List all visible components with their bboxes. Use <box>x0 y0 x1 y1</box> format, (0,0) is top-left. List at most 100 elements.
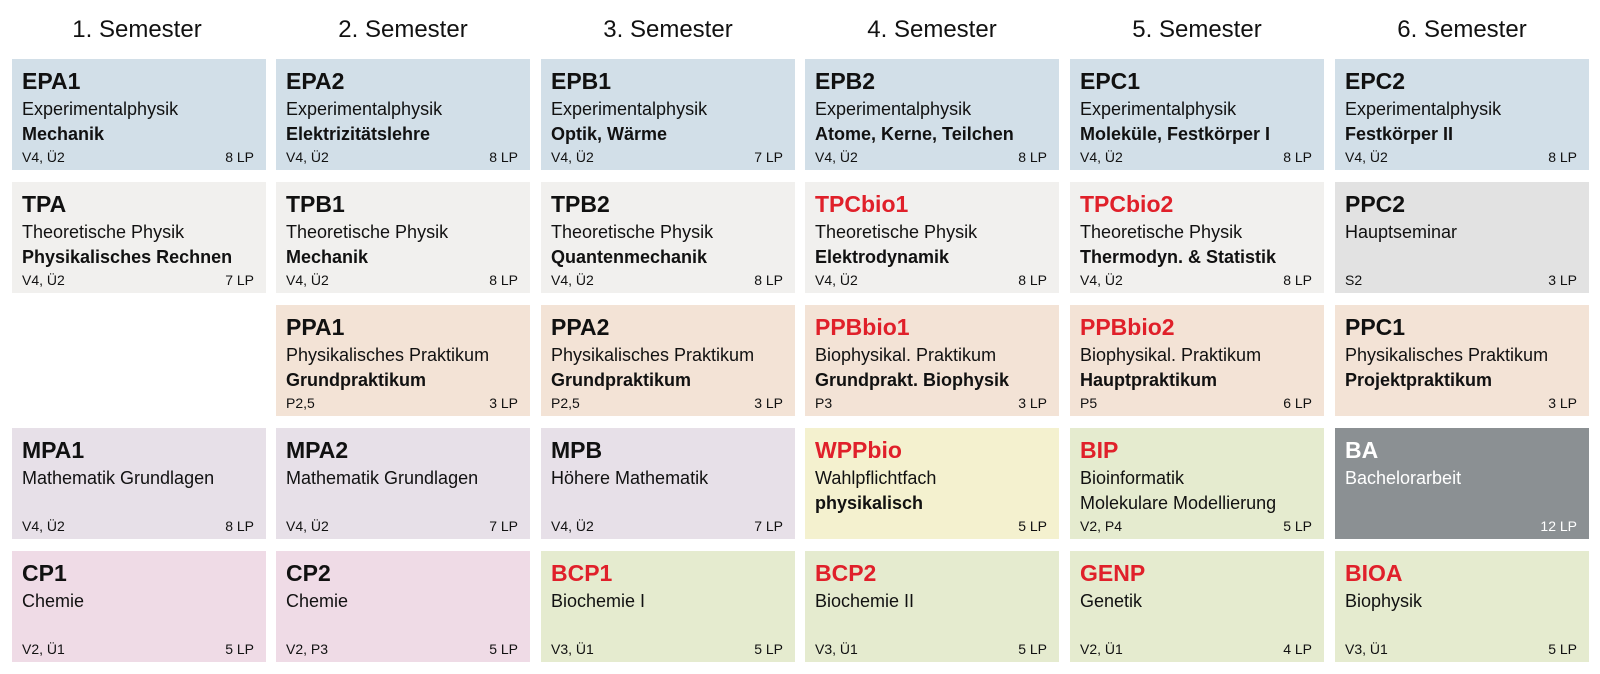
semester-header-4: 4. Semester <box>867 16 997 43</box>
module-credits: 7 LP <box>754 149 783 165</box>
module-credits: 12 LP <box>1540 518 1577 534</box>
module-title: Experimentalphysik <box>1080 99 1237 119</box>
module-card-bcp2: BCP2 Biochemie II V3, Ü1 5 LP <box>805 551 1059 662</box>
module-code: BIP <box>1080 437 1119 463</box>
module-credits: 7 LP <box>489 518 518 534</box>
module-card-ppbbio2: PPBbio2 Biophysikal. Praktikum Hauptprak… <box>1070 305 1324 416</box>
module-title: Theoretische Physik <box>551 222 714 242</box>
module-card-ppa1: PPA1 Physikalisches Praktikum Grundprakt… <box>276 305 530 416</box>
module-credits: 4 LP <box>1283 641 1312 657</box>
module-card-wppbio: WPPbio Wahlpflichtfach physikalisch 5 LP <box>805 428 1059 539</box>
module-title: Genetik <box>1080 591 1143 611</box>
module-hours: V2, P4 <box>1080 518 1123 534</box>
module-code: MPB <box>551 437 603 463</box>
semester-header-6: 6. Semester <box>1397 16 1527 43</box>
module-hours: P3 <box>815 395 833 411</box>
module-subtitle: Moleküle, Festkörper I <box>1080 124 1271 144</box>
module-card-ppc1: PPC1 Physikalisches Praktikum Projektpra… <box>1335 305 1589 416</box>
module-card-tpcbio2: TPCbio2 Theoretische Physik Thermodyn. &… <box>1070 182 1324 293</box>
module-card-ba: BA Bachelorarbeit 12 LP <box>1335 428 1589 539</box>
module-code: PPC1 <box>1345 314 1406 340</box>
module-hours: V4, Ü2 <box>22 149 65 165</box>
module-card-bcp1: BCP1 Biochemie I V3, Ü1 5 LP <box>541 551 795 662</box>
module-card-epb1: EPB1 Experimentalphysik Optik, Wärme V4,… <box>541 59 795 170</box>
module-title: Physikalisches Praktikum <box>286 345 490 365</box>
module-credits: 8 LP <box>225 149 254 165</box>
module-hours: V4, Ü2 <box>286 272 329 288</box>
module-title: Biophysikal. Praktikum <box>1080 345 1262 365</box>
module-subtitle: physikalisch <box>815 493 924 513</box>
module-credits: 3 LP <box>1548 395 1577 411</box>
module-code: CP1 <box>22 560 67 586</box>
module-code: EPC1 <box>1080 68 1141 94</box>
module-credits: 8 LP <box>1018 149 1047 165</box>
module-title: Experimentalphysik <box>286 99 443 119</box>
module-card-tpb1: TPB1 Theoretische Physik Mechanik V4, Ü2… <box>276 182 530 293</box>
module-code: EPC2 <box>1345 68 1406 94</box>
module-title: Mathematik Grundlagen <box>286 468 479 488</box>
module-title: Bioinformatik <box>1080 468 1185 488</box>
semester-header-5: 5. Semester <box>1132 16 1262 43</box>
module-card-mpa2: MPA2 Mathematik Grundlagen V4, Ü2 7 LP <box>276 428 530 539</box>
semester-header-3: 3. Semester <box>603 16 733 43</box>
module-card-epa2: EPA2 Experimentalphysik Elektrizitätsleh… <box>276 59 530 170</box>
module-subtitle: Festkörper II <box>1345 124 1454 144</box>
module-subtitle: Grundpraktikum <box>551 370 692 390</box>
module-title: Experimentalphysik <box>815 99 972 119</box>
module-hours: V4, Ü2 <box>815 149 858 165</box>
module-credits: 8 LP <box>489 272 518 288</box>
module-credits: 5 LP <box>1548 641 1577 657</box>
module-credits: 5 LP <box>225 641 254 657</box>
module-code: PPBbio1 <box>815 314 910 340</box>
module-credits: 5 LP <box>754 641 783 657</box>
module-hours: S2 <box>1345 272 1363 288</box>
module-title: Biochemie I <box>551 591 646 611</box>
module-code: TPCbio1 <box>815 191 909 217</box>
module-code: TPCbio2 <box>1080 191 1174 217</box>
module-credits: 3 LP <box>489 395 518 411</box>
module-card-ppc2: PPC2 Hauptseminar S2 3 LP <box>1335 182 1589 293</box>
module-title: Hauptseminar <box>1345 222 1458 242</box>
module-code: PPA2 <box>551 314 610 340</box>
module-hours: P2,5 <box>286 395 315 411</box>
module-card-tpcbio1: TPCbio1 Theoretische Physik Elektrodynam… <box>805 182 1059 293</box>
module-hours: V2, Ü1 <box>1080 641 1123 657</box>
module-card-epb2: EPB2 Experimentalphysik Atome, Kerne, Te… <box>805 59 1059 170</box>
module-hours: V3, Ü1 <box>815 641 858 657</box>
module-card-bioa: BIOA Biophysik V3, Ü1 5 LP <box>1335 551 1589 662</box>
module-code: WPPbio <box>815 437 902 463</box>
module-title: Bachelorarbeit <box>1345 468 1462 488</box>
module-credits: 5 LP <box>489 641 518 657</box>
module-title: Biochemie II <box>815 591 915 611</box>
module-subtitle: Grundpraktikum <box>286 370 427 390</box>
module-credits: 8 LP <box>754 272 783 288</box>
module-code: TPB2 <box>551 191 610 217</box>
module-title: Theoretische Physik <box>22 222 185 242</box>
module-credits: 5 LP <box>1018 518 1047 534</box>
module-hours: V4, Ü2 <box>815 272 858 288</box>
module-code: MPA1 <box>22 437 85 463</box>
module-code: BIOA <box>1345 560 1403 586</box>
module-hours: V3, Ü1 <box>551 641 594 657</box>
module-title: Theoretische Physik <box>815 222 978 242</box>
module-code: BA <box>1345 437 1379 463</box>
module-card-tpa: TPA Theoretische Physik Physikalisches R… <box>12 182 266 293</box>
module-title: Experimentalphysik <box>22 99 179 119</box>
module-card-bip: BIP Bioinformatik Molekulare Modellierun… <box>1070 428 1324 539</box>
module-title: Physikalisches Praktikum <box>551 345 755 365</box>
module-code: TPA <box>22 191 67 217</box>
module-hours: V4, Ü2 <box>551 518 594 534</box>
module-credits: 7 LP <box>225 272 254 288</box>
module-card-cp2: CP2 Chemie V2, P3 5 LP <box>276 551 530 662</box>
module-card-epa1: EPA1 Experimentalphysik Mechanik V4, Ü2 8… <box>12 59 266 170</box>
module-title: Experimentalphysik <box>1345 99 1502 119</box>
module-code: EPB1 <box>551 68 612 94</box>
module-title: Chemie <box>22 591 85 611</box>
module-credits: 8 LP <box>1283 272 1312 288</box>
module-credits: 6 LP <box>1283 395 1312 411</box>
module-credits: 8 LP <box>225 518 254 534</box>
module-hours: V4, Ü2 <box>1345 149 1388 165</box>
module-hours: P2,5 <box>551 395 580 411</box>
module-title: Mathematik Grundlagen <box>22 468 215 488</box>
module-code: PPA1 <box>286 314 345 340</box>
